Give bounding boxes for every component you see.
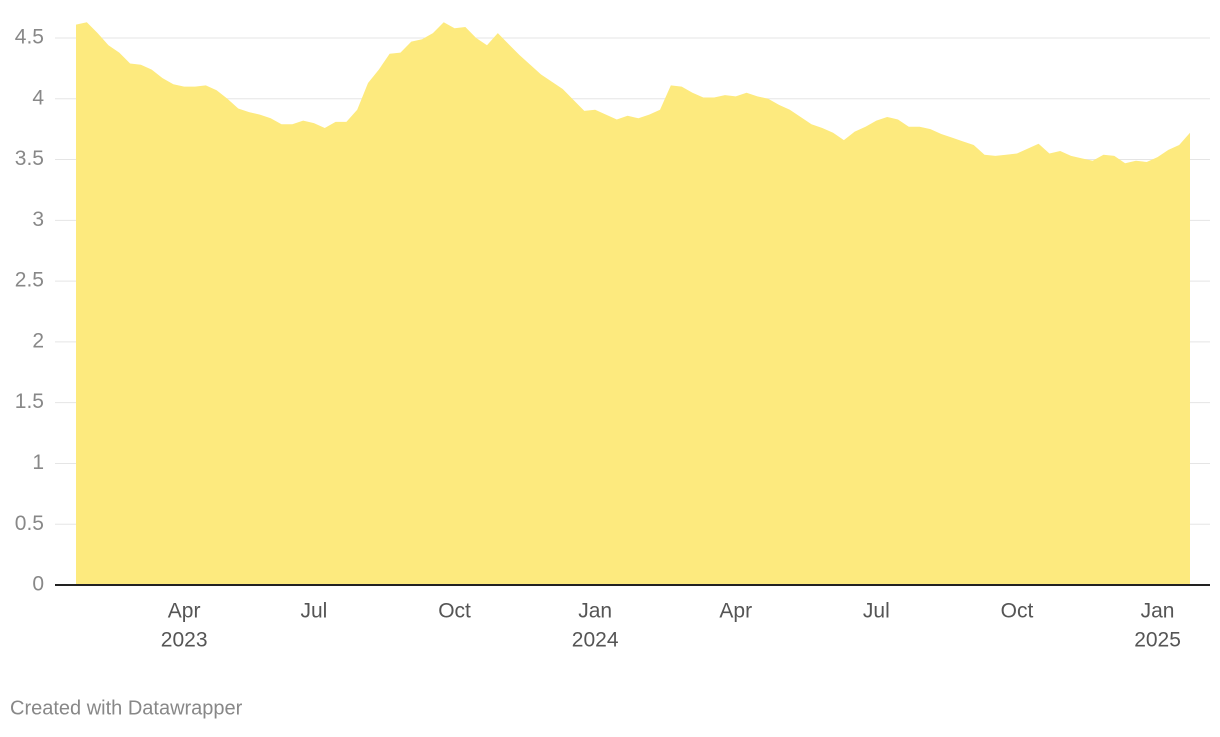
- y-tick-label: 0.5: [15, 512, 44, 535]
- y-tick-label: 4: [32, 86, 44, 109]
- credit: Created with Datawrapper: [10, 697, 243, 719]
- x-tick-label: Oct: [438, 600, 471, 623]
- y-tick-label: 1: [32, 451, 44, 474]
- x-tick-label: Oct: [1001, 600, 1034, 623]
- x-tick-label: Jul: [301, 600, 328, 623]
- x-year-label: 2025: [1134, 629, 1181, 652]
- y-tick-label: 4.5: [15, 26, 44, 49]
- y-tick-label: 0: [32, 573, 44, 596]
- y-tick-label: 2: [32, 329, 44, 352]
- x-tick-label: Jul: [863, 600, 890, 623]
- x-tick-label: Apr: [168, 600, 201, 623]
- y-tick-label: 3: [32, 208, 44, 231]
- y-tick-label: 2.5: [15, 269, 44, 292]
- y-tick-label: 1.5: [15, 390, 44, 413]
- x-year-label: 2023: [161, 629, 208, 652]
- x-year-label: 2024: [572, 629, 619, 652]
- x-tick-label: Apr: [719, 600, 752, 623]
- y-tick-label: 3.5: [15, 147, 44, 170]
- area: [76, 22, 1190, 585]
- x-tick-label: Jan: [578, 600, 612, 623]
- x-tick-label: Jan: [1141, 600, 1175, 623]
